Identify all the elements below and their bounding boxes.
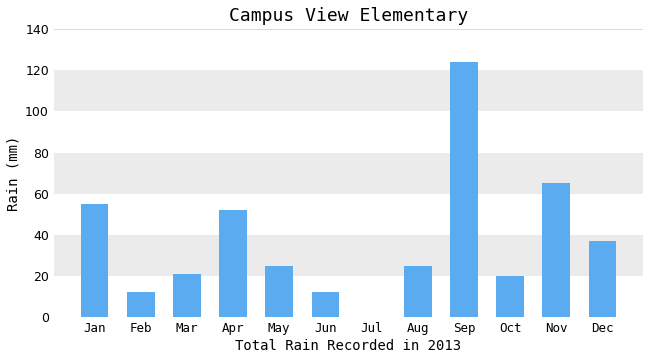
- Bar: [54, 276, 643, 317]
- Bar: [311, 292, 339, 317]
- Bar: [54, 153, 643, 194]
- Bar: [219, 210, 247, 317]
- X-axis label: Total Rain Recorded in 2013: Total Rain Recorded in 2013: [235, 339, 462, 353]
- Bar: [54, 194, 643, 235]
- Bar: [173, 274, 201, 317]
- Bar: [81, 204, 109, 317]
- Bar: [54, 235, 643, 276]
- Bar: [127, 292, 155, 317]
- Bar: [54, 71, 643, 112]
- Bar: [542, 184, 570, 317]
- Title: Campus View Elementary: Campus View Elementary: [229, 7, 468, 25]
- Bar: [588, 241, 616, 317]
- Bar: [54, 112, 643, 153]
- Bar: [54, 29, 643, 71]
- Bar: [265, 266, 293, 317]
- Y-axis label: Rain (mm): Rain (mm): [7, 135, 21, 211]
- Bar: [450, 62, 478, 317]
- Bar: [404, 266, 432, 317]
- Bar: [496, 276, 524, 317]
